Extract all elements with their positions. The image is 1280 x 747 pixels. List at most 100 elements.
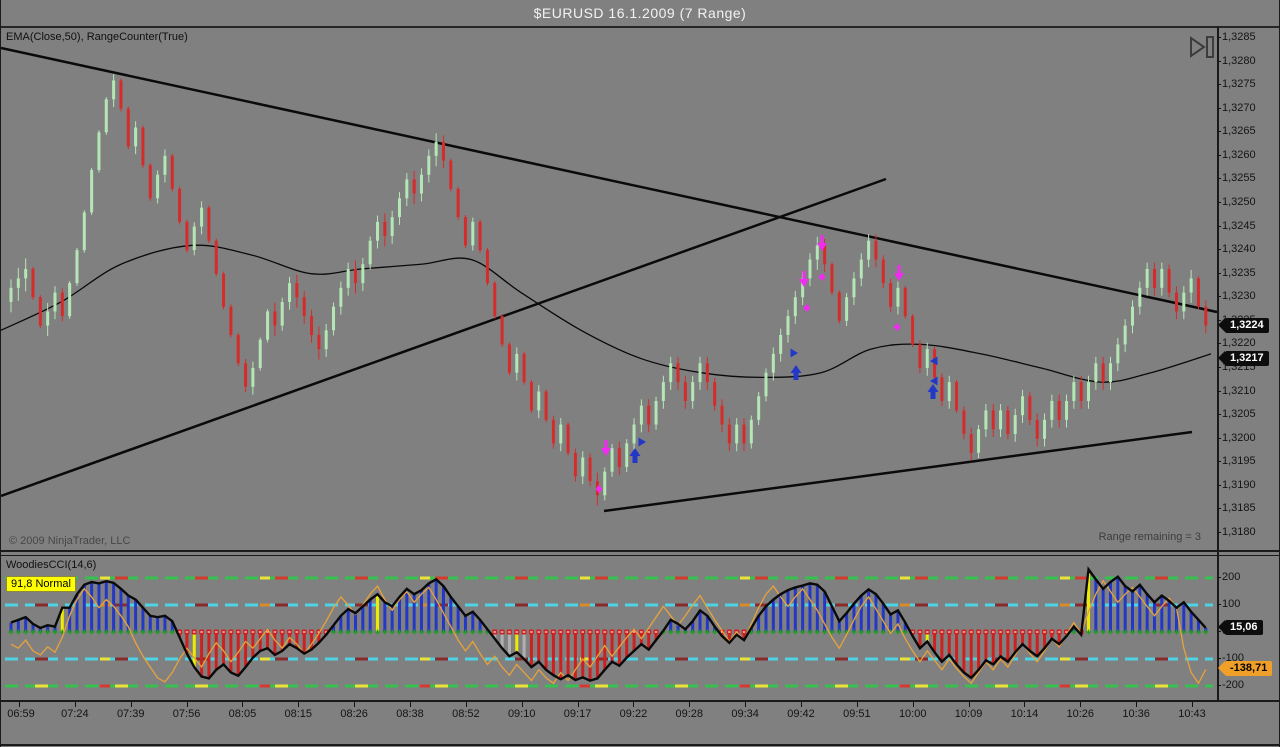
candle-body (251, 367, 255, 387)
time-axis-label: 10:14 (1010, 708, 1039, 720)
candle-body (383, 221, 387, 236)
candle-body (625, 443, 629, 467)
candle-body (273, 311, 277, 326)
candle-body (529, 382, 533, 411)
candle-body (764, 372, 768, 397)
zero-line-plus-marker (360, 629, 366, 635)
candle-body (720, 405, 724, 425)
zero-line-plus-marker (23, 629, 29, 635)
blue-right-triangle-icon (790, 348, 798, 358)
candle-body (573, 452, 577, 477)
zero-line-plus-marker (67, 629, 73, 635)
candle-body (258, 339, 262, 368)
panel-divider[interactable] (1, 550, 1279, 556)
candle-body (214, 240, 218, 274)
candle-body (449, 160, 453, 189)
price-axis-tick: 1,3275 (1217, 78, 1256, 91)
zero-line-plus-marker (52, 629, 58, 635)
magenta-diamond-icon (893, 323, 901, 331)
candle-body (1130, 306, 1134, 326)
candle-body (837, 292, 841, 321)
zero-line-plus-marker (96, 629, 102, 635)
candle-body (1196, 278, 1200, 307)
candle-body (97, 132, 101, 170)
time-axis-tick-mark (1191, 702, 1193, 707)
cci-mode-badge: 91,8 Normal (6, 576, 76, 592)
price-chart-panel[interactable] (1, 28, 1218, 550)
candle-body (200, 207, 204, 227)
candle-body (793, 297, 797, 317)
cci-indicator-label: WoodiesCCI(14,6) (6, 559, 97, 571)
zero-line-plus-marker (404, 629, 410, 635)
zero-line-plus-marker (873, 629, 879, 635)
candle-body (632, 424, 636, 444)
zero-line-plus-marker (712, 629, 718, 635)
window-title-bar[interactable]: $EURUSD 16.1.2009 (7 Range) (1, 0, 1279, 28)
zero-line-plus-marker (367, 629, 373, 635)
candle-body (361, 264, 365, 284)
candle-body (31, 268, 35, 298)
zero-line-plus-marker (89, 629, 95, 635)
candle-body (683, 382, 687, 401)
candle-body (691, 382, 695, 401)
price-axis-tick: 1,3200 (1217, 431, 1256, 444)
candle-body (90, 169, 94, 213)
candle-body (207, 207, 211, 241)
candle-body (1043, 419, 1047, 439)
zero-line-plus-marker (807, 629, 813, 635)
trend-line (603, 430, 1193, 513)
candle-body (82, 212, 86, 251)
candle-body (1065, 400, 1069, 420)
price-chart-canvas (1, 46, 1218, 513)
candle-body (874, 240, 878, 260)
candle-body (1079, 382, 1083, 401)
zero-line-plus-marker (1108, 629, 1113, 635)
candle-body (698, 363, 702, 383)
playback-go-to-end-icon[interactable] (1187, 35, 1217, 60)
candle-body (603, 471, 607, 496)
sell-marker-icon (601, 440, 611, 456)
candle-body (845, 297, 849, 321)
cci-indicator-panel[interactable] (1, 557, 1218, 700)
time-axis[interactable]: 06:59 07:24 07:39 07:56 08:05 08:15 08:26 08:38… (1, 700, 1279, 746)
magenta-diamond-icon (803, 304, 811, 312)
candle-body (229, 306, 233, 335)
candle-body (178, 188, 182, 222)
candle-body (1050, 400, 1054, 420)
candle-body (38, 297, 42, 326)
zero-line-plus-marker (1122, 629, 1128, 635)
time-axis-tick-mark (298, 702, 300, 707)
candle-body (493, 283, 497, 317)
candle-body (911, 316, 915, 345)
zero-line-plus-marker (37, 629, 43, 635)
time-axis-label: 10:00 (898, 708, 927, 720)
zero-line-plus-marker (81, 629, 87, 635)
zero-line-plus-marker (1144, 629, 1150, 635)
candle-body (60, 292, 64, 317)
candle-body (999, 410, 1003, 430)
time-axis-label: 08:52 (452, 708, 480, 720)
cci-canvas (5, 566, 1213, 688)
price-axis-tick: 1,3240 (1217, 243, 1256, 256)
zero-line-plus-marker (858, 629, 864, 635)
price-axis-tick: 1,3190 (1217, 478, 1256, 491)
zero-line-plus-marker (1100, 629, 1106, 635)
tcci-line (10, 579, 1207, 685)
buy-marker-icon (927, 384, 939, 399)
candle-body (779, 334, 783, 354)
zero-line-plus-marker (1151, 629, 1157, 635)
candle-body (310, 316, 314, 335)
candle-body (507, 344, 511, 373)
candle-body (427, 155, 431, 175)
zero-line-plus-marker (814, 629, 820, 635)
candle-body (515, 353, 519, 373)
candle-body (324, 330, 328, 350)
candle-body (727, 424, 731, 444)
time-axis-tick-mark (577, 702, 579, 707)
candle-body (434, 141, 438, 156)
zero-line-plus-marker (118, 629, 124, 635)
candle-body (376, 221, 379, 241)
candle-body (661, 382, 665, 401)
price-axis-tick: 1,3270 (1217, 101, 1256, 114)
time-axis-tick-mark (1080, 702, 1082, 707)
